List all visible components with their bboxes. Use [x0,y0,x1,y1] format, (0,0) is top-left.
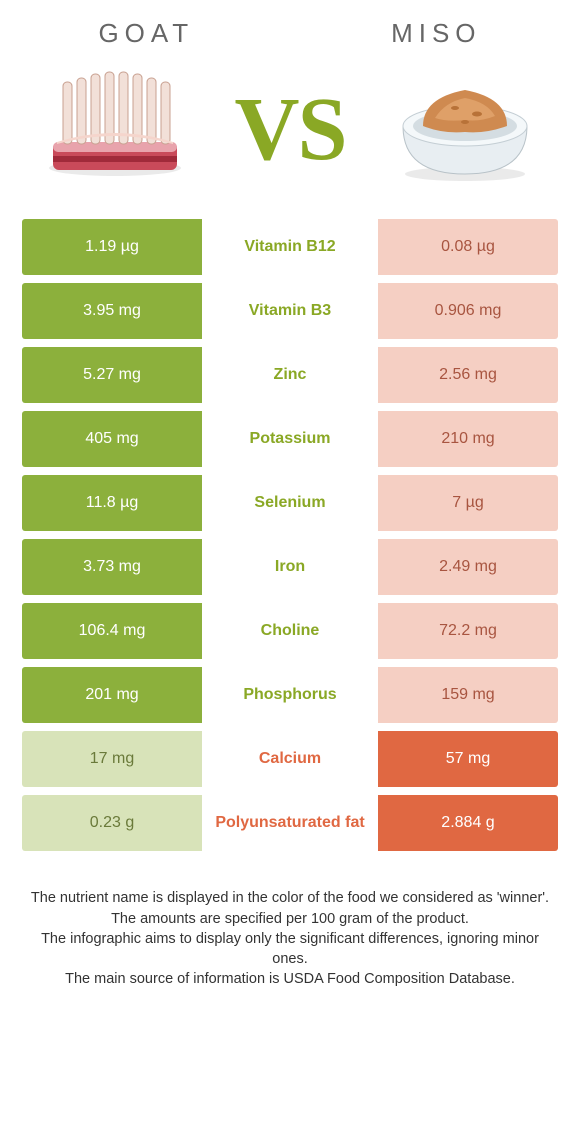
value-left: 0.23 g [22,795,202,851]
nutrient-label: Choline [202,603,378,659]
value-right: 7 µg [378,475,558,531]
nutrient-label: Phosphorus [202,667,378,723]
table-row: 17 mgCalcium57 mg [22,731,558,787]
value-right: 72.2 mg [378,603,558,659]
goat-image [30,59,200,199]
value-left: 405 mg [22,411,202,467]
vs-row: VS [0,59,580,219]
miso-image [380,59,550,199]
table-row: 11.8 µgSelenium7 µg [22,475,558,531]
table-row: 201 mgPhosphorus159 mg [22,667,558,723]
value-right: 210 mg [378,411,558,467]
value-left: 3.95 mg [22,283,202,339]
value-right: 2.56 mg [378,347,558,403]
table-row: 405 mgPotassium210 mg [22,411,558,467]
value-left: 3.73 mg [22,539,202,595]
value-left: 11.8 µg [22,475,202,531]
nutrient-label: Potassium [202,411,378,467]
value-left: 5.27 mg [22,347,202,403]
nutrient-label: Zinc [202,347,378,403]
table-row: 0.23 gPolyunsaturated fat2.884 g [22,795,558,851]
nutrient-label: Iron [202,539,378,595]
header: GOAT MISO [0,0,580,59]
table-row: 3.73 mgIron2.49 mg [22,539,558,595]
footer-line: The amounts are specified per 100 gram o… [30,910,550,930]
comparison-table: 1.19 µgVitamin B120.08 µg 3.95 mgVitamin … [0,219,580,851]
value-left: 201 mg [22,667,202,723]
title-right: MISO [391,18,481,49]
footer-line: The nutrient name is displayed in the co… [30,889,550,909]
value-left: 1.19 µg [22,219,202,275]
value-right: 0.906 mg [378,283,558,339]
vs-label: VS [234,78,345,181]
value-left: 106.4 mg [22,603,202,659]
table-row: 5.27 mgZinc2.56 mg [22,347,558,403]
nutrient-label: Calcium [202,731,378,787]
table-row: 106.4 mgCholine72.2 mg [22,603,558,659]
nutrient-label: Polyunsaturated fat [202,795,378,851]
value-right: 0.08 µg [378,219,558,275]
value-right: 57 mg [378,731,558,787]
nutrient-label: Vitamin B12 [202,219,378,275]
value-right: 2.49 mg [378,539,558,595]
value-left: 17 mg [22,731,202,787]
nutrient-label: Vitamin B3 [202,283,378,339]
table-row: 1.19 µgVitamin B120.08 µg [22,219,558,275]
footer-line: The main source of information is USDA F… [30,970,550,990]
table-row: 3.95 mgVitamin B30.906 mg [22,283,558,339]
title-left: GOAT [98,18,194,49]
footer-notes: The nutrient name is displayed in the co… [0,859,580,990]
footer-line: The infographic aims to display only the… [30,930,550,969]
nutrient-label: Selenium [202,475,378,531]
value-right: 2.884 g [378,795,558,851]
value-right: 159 mg [378,667,558,723]
